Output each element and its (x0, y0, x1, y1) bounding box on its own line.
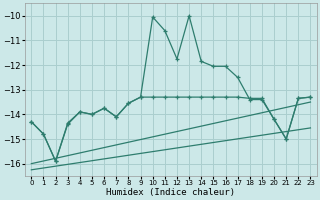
X-axis label: Humidex (Indice chaleur): Humidex (Indice chaleur) (106, 188, 236, 197)
